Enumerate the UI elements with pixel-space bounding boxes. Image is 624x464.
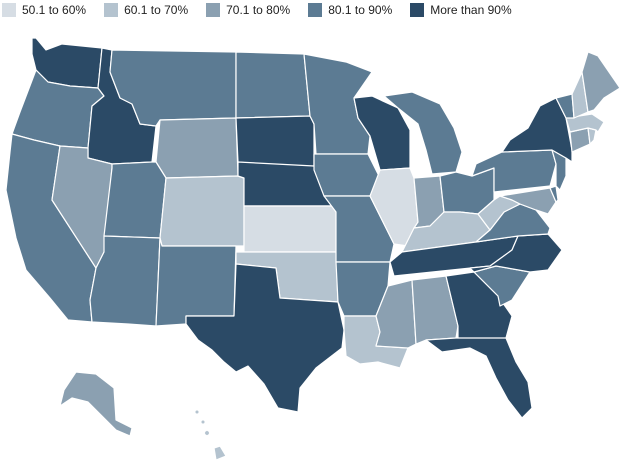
state-tx[interactable] bbox=[185, 263, 345, 413]
legend-item-60-70[interactable]: 60.1 to 70% bbox=[104, 3, 188, 17]
state-co[interactable] bbox=[159, 175, 245, 247]
legend-label: 80.1 to 90% bbox=[328, 3, 393, 17]
state-me[interactable] bbox=[581, 51, 621, 113]
legend-swatch bbox=[2, 3, 16, 17]
state-hi-islands[interactable] bbox=[204, 430, 210, 436]
legend-label: 50.1 to 60% bbox=[22, 3, 87, 17]
legend-item-70-80[interactable]: 70.1 to 80% bbox=[206, 3, 290, 17]
map-legend: 50.1 to 60% 60.1 to 70% 70.1 to 80% 80.1… bbox=[2, 1, 530, 19]
state-nd[interactable] bbox=[235, 51, 311, 119]
state-wy[interactable] bbox=[155, 117, 239, 179]
state-de[interactable] bbox=[549, 185, 559, 203]
legend-label: 60.1 to 70% bbox=[124, 3, 189, 17]
legend-swatch bbox=[104, 3, 119, 17]
state-ks[interactable] bbox=[243, 205, 337, 253]
state-ak[interactable] bbox=[59, 371, 133, 437]
legend-label: More than 90% bbox=[430, 3, 512, 17]
state-ia[interactable] bbox=[313, 153, 381, 197]
legend-item-80-90[interactable]: 80.1 to 90% bbox=[308, 3, 392, 17]
state-fl[interactable] bbox=[425, 337, 533, 419]
state-hi-islands[interactable] bbox=[194, 409, 200, 415]
state-hi[interactable] bbox=[213, 445, 227, 461]
state-nm[interactable] bbox=[155, 237, 237, 327]
legend-swatch bbox=[410, 3, 425, 17]
legend-swatch bbox=[206, 3, 221, 17]
state-ma[interactable] bbox=[565, 113, 605, 133]
legend-item-over-90[interactable]: More than 90% bbox=[410, 3, 512, 17]
legend-swatch bbox=[308, 3, 323, 17]
state-ut[interactable] bbox=[103, 161, 167, 239]
state-ri[interactable] bbox=[587, 127, 597, 145]
state-hi-islands[interactable] bbox=[200, 419, 206, 425]
state-sd[interactable] bbox=[235, 115, 315, 171]
legend-item-50-60[interactable]: 50.1 to 60% bbox=[2, 3, 86, 17]
legend-label: 70.1 to 80% bbox=[226, 3, 291, 17]
state-nc[interactable] bbox=[469, 233, 563, 273]
